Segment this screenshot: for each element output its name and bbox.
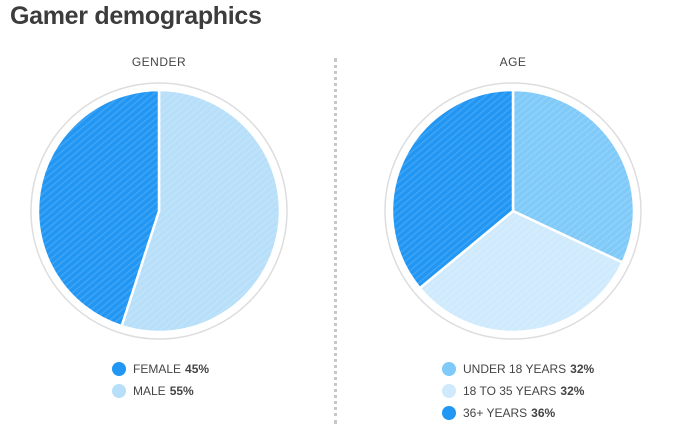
legend-label: 18 TO 35 YEARS (463, 384, 557, 398)
legend-item-under-18: UNDER 18 YEARS 32% (442, 358, 594, 380)
legend-label: FEMALE (133, 362, 182, 376)
legend-label: UNDER 18 YEARS (463, 362, 567, 376)
legend-value: 55% (169, 384, 194, 398)
legend-item-18-to-35: 18 TO 35 YEARS 32% (442, 380, 594, 402)
age-chart-title: AGE (499, 55, 527, 69)
legend-swatch (442, 362, 456, 376)
legend-value: 45% (185, 362, 210, 376)
pie-outer-ring (384, 82, 642, 340)
legend-swatch (112, 384, 126, 398)
legend-swatch (442, 384, 456, 398)
legend-item-male: MALE 55% (112, 380, 209, 402)
legend-label: MALE (133, 384, 166, 398)
legend-item-36-plus: 36+ YEARS 36% (442, 402, 594, 424)
legend-value: 32% (570, 362, 595, 376)
legend-swatch (442, 406, 456, 420)
gender-pie (30, 82, 288, 340)
legend-value: 36% (531, 406, 556, 420)
gender-chart-title: GENDER (131, 55, 187, 69)
legend-item-female: FEMALE 45% (112, 358, 209, 380)
gender-legend: FEMALE 45% MALE 55% (112, 358, 209, 402)
age-legend: UNDER 18 YEARS 32% 18 TO 35 YEARS 32% 36… (442, 358, 594, 424)
legend-label: 36+ YEARS (463, 406, 528, 420)
page-title: Gamer demographics (10, 2, 262, 30)
panel-divider (334, 58, 337, 424)
pie-outer-ring (30, 82, 288, 340)
legend-value: 32% (560, 384, 585, 398)
legend-swatch (112, 362, 126, 376)
age-pie (384, 82, 642, 340)
